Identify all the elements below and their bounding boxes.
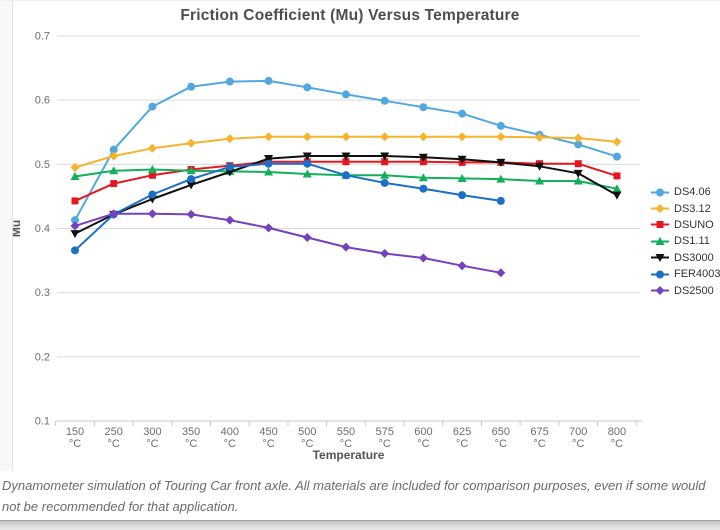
legend-label: FER4003: [674, 268, 720, 281]
diamond-marker-icon: [651, 286, 669, 296]
y-tick-label: 0.3: [35, 287, 50, 299]
caption-text: Dynamometer simulation of Touring Car fr…: [2, 478, 706, 515]
circle-marker-icon: [651, 270, 669, 279]
diamond-marker-icon: [651, 204, 669, 214]
x-tick-label: 250 °C: [105, 426, 123, 450]
legend-label: DSUNO: [674, 218, 714, 231]
triangle-down-marker-icon: [651, 254, 669, 263]
circle-marker-icon: [651, 188, 669, 197]
x-tick-label: 300 °C: [143, 426, 161, 450]
chart-title: Friction Coefficient (Mu) Versus Tempera…: [180, 7, 520, 24]
y-tick-label: 0.5: [35, 159, 50, 171]
legend-label: DS3.12: [674, 202, 711, 215]
legend-item-DS3.12[interactable]: DS3.12: [650, 200, 720, 216]
friction-chart: Friction Coefficient (Mu) Versus Tempera…: [0, 1, 720, 471]
triangle-up-marker-icon: [651, 236, 669, 245]
legend: DS4.06 DS3.12 DSUNO DS1.11 DS3000 FER4003 DS25…: [650, 184, 720, 299]
x-tick-label: 800 °C: [608, 426, 626, 450]
legend-label: DS3000: [674, 251, 714, 264]
x-axis: [55, 420, 642, 426]
x-tick-label: 700 °C: [569, 426, 587, 450]
y-tick-label: 0.7: [35, 31, 50, 43]
x-tick-label: 350 °C: [182, 426, 200, 450]
y-tick-label: 0.6: [35, 95, 50, 107]
legend-item-DS2500[interactable]: DS2500: [650, 282, 720, 298]
square-marker-icon: [651, 221, 669, 229]
legend-item-DS1.11[interactable]: DS1.11: [650, 233, 720, 249]
series-DS3.12: [70, 132, 622, 173]
x-tick-label: 575 °C: [376, 426, 394, 450]
x-tick-label: 625 °C: [453, 426, 471, 450]
x-axis-labels: 150 °C 250 °C 300 °C 350 °C 400 °C 450 °C 500 °C 550 °C…: [66, 426, 626, 450]
x-axis-title: Temperature: [313, 448, 385, 462]
legend-label: DS4.06: [674, 186, 711, 199]
plot-area: 0.7 0.6 0.5 0.4 0.3 0.2 0.1 150 °C 250 °C 300 °C 350 °…: [9, 31, 642, 462]
y-tick-label: 0.1: [35, 416, 50, 428]
chart-left-edge: [0, 1, 13, 471]
x-tick-label: 500 °C: [298, 426, 316, 450]
x-tick-label: 150 °C: [66, 426, 84, 450]
legend-label: DS2500: [674, 284, 714, 297]
x-tick-label: 650 °C: [492, 426, 510, 450]
x-tick-label: 675 °C: [530, 426, 548, 450]
legend-item-DSUNO[interactable]: DSUNO: [650, 217, 720, 233]
y-tick-label: 0.4: [35, 223, 50, 235]
x-tick-label: 550 °C: [337, 426, 355, 450]
horizontal-scrollbar[interactable]: [0, 520, 720, 530]
x-tick-label: 450 °C: [259, 426, 277, 450]
legend-label: DS1.11: [674, 235, 710, 248]
y-tick-label: 0.2: [35, 351, 50, 363]
x-tick-label: 400 °C: [221, 426, 239, 450]
legend-item-FER4003[interactable]: FER4003: [650, 266, 720, 282]
y-axis-labels: 0.7 0.6 0.5 0.4 0.3 0.2 0.1: [35, 31, 50, 428]
legend-item-DS3000[interactable]: DS3000: [650, 250, 720, 266]
x-tick-label: 600 °C: [414, 426, 432, 450]
legend-item-DS4.06[interactable]: DS4.06: [650, 184, 720, 200]
series-DS2500: [70, 209, 506, 278]
